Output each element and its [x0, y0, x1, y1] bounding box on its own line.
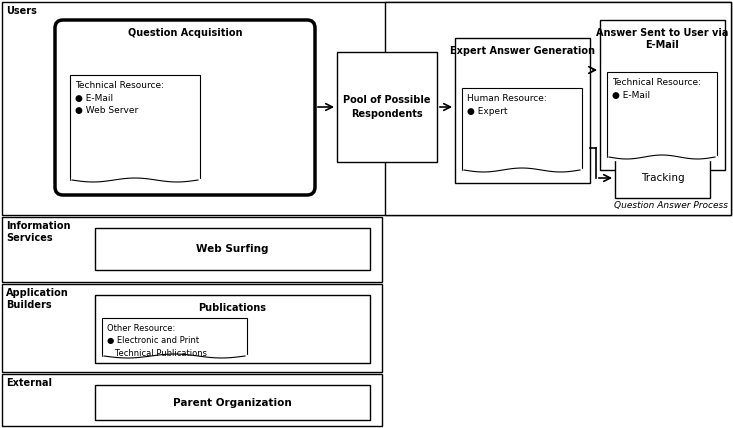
- Text: Human Resource:
● Expert: Human Resource: ● Expert: [467, 94, 547, 116]
- Text: Publications: Publications: [199, 303, 267, 313]
- Bar: [600, 20, 725, 170]
- Text: Answer Sent to User via
E-Mail: Answer Sent to User via E-Mail: [597, 28, 729, 51]
- Text: Parent Organization: Parent Organization: [173, 398, 292, 407]
- Bar: [102, 318, 247, 356]
- Text: Technical Resource:
● E-Mail
● Web Server: Technical Resource: ● E-Mail ● Web Serve…: [75, 81, 164, 115]
- Bar: [70, 75, 200, 180]
- Bar: [95, 385, 370, 420]
- Bar: [2, 2, 731, 215]
- Bar: [103, 355, 246, 359]
- Bar: [607, 72, 717, 157]
- Text: Web Surfing: Web Surfing: [196, 244, 269, 254]
- FancyBboxPatch shape: [55, 20, 315, 195]
- Text: Question Acquisition: Question Acquisition: [128, 28, 242, 38]
- Text: Tracking: Tracking: [641, 173, 685, 183]
- Bar: [70, 179, 199, 183]
- Bar: [337, 52, 437, 162]
- Bar: [95, 295, 370, 363]
- Text: Other Resource:
● Electronic and Print
   Technical Publications: Other Resource: ● Electronic and Print T…: [107, 324, 207, 358]
- Text: Application
Builders: Application Builders: [6, 288, 69, 309]
- Bar: [2, 284, 382, 372]
- Bar: [455, 38, 590, 183]
- Text: Technical Resource:
● E-Mail: Technical Resource: ● E-Mail: [612, 78, 701, 99]
- Bar: [615, 158, 710, 198]
- Text: Information
Services: Information Services: [6, 221, 70, 243]
- Text: Expert Answer Generation: Expert Answer Generation: [450, 46, 595, 56]
- Bar: [462, 88, 582, 170]
- Bar: [95, 228, 370, 270]
- Bar: [2, 217, 382, 282]
- Text: Pool of Possible
Respondents: Pool of Possible Respondents: [343, 95, 431, 119]
- Text: External: External: [6, 378, 52, 388]
- Bar: [385, 2, 731, 215]
- Text: Users: Users: [6, 6, 37, 16]
- Bar: [2, 374, 382, 426]
- Bar: [608, 156, 716, 160]
- Bar: [463, 169, 581, 173]
- Text: Question Answer Process: Question Answer Process: [614, 201, 728, 210]
